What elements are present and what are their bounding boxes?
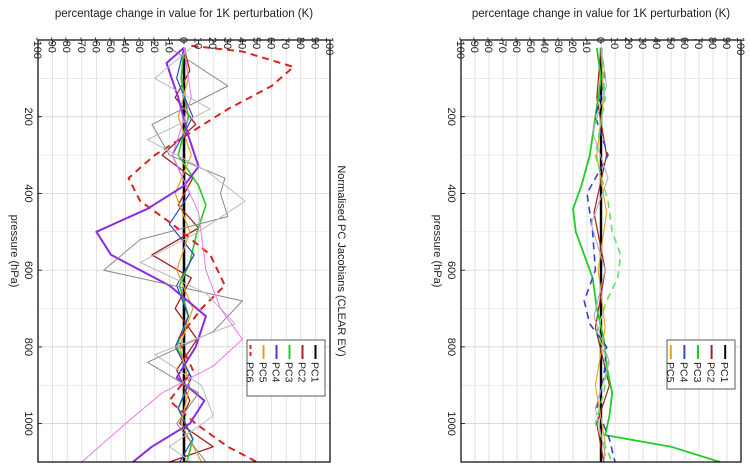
legend-label-pc1: PC1	[718, 362, 730, 383]
x-tick-label: 50	[250, 37, 262, 49]
legend-label-pc5: PC5	[257, 362, 269, 383]
x-tick-label: -40	[119, 37, 131, 53]
chart-left: -100 -90 -80 -70 -60 -50 -40 -30 -20 -10 0 10 20 30 40…	[8, 8, 347, 463]
y-tick-labels: 200 400 600 800 1000	[22, 108, 42, 436]
series-line-6	[95, 46, 207, 463]
x-tick-label: -50	[104, 37, 116, 53]
y-tick-label: 200	[445, 108, 457, 126]
x-tick-label: -90	[468, 37, 480, 53]
x-tick-label: -100	[31, 37, 43, 59]
x-tick-label: -20	[148, 37, 160, 53]
x-tick-label: 40	[650, 37, 662, 49]
x-tick-label: -80	[482, 37, 494, 53]
x-tick-label: 50	[664, 37, 676, 49]
legend-label-pc2: PC2	[296, 362, 308, 383]
x-tick-label: 60	[265, 37, 277, 49]
x-tick-label: -30	[133, 37, 145, 53]
x-tick-label: 100	[323, 37, 335, 55]
x-tick-label: -30	[552, 37, 564, 53]
x-tick-label: 10	[608, 37, 620, 49]
legend-label-pc4: PC4	[677, 362, 689, 383]
legend-label-pc1: PC1	[309, 362, 321, 383]
series-line-8	[139, 47, 246, 463]
y-tick-labels: 200 400 600 800 1000	[445, 108, 465, 436]
x-tick-label: -10	[580, 37, 592, 53]
y-tick-label: 600	[22, 261, 34, 279]
x-tick-label: -80	[60, 37, 72, 53]
y-axis-label: pressure (hPa)	[8, 215, 20, 288]
legend-label-pc3: PC3	[283, 362, 295, 383]
y-tick-label: 800	[22, 338, 34, 356]
x-tick-label: -50	[524, 37, 536, 53]
chart-right: -100 -90 -80 -70 -60 -50 -40 -30 -20 -10 0 10 20 30 40…	[431, 8, 746, 463]
y-tick-label: 1000	[22, 411, 34, 435]
legend-box	[666, 339, 736, 390]
x-tick-label: -100	[454, 37, 466, 59]
series-line-pc4	[168, 47, 195, 463]
x-tick-label: 20	[206, 37, 218, 49]
series-line-pc5	[594, 47, 608, 463]
x-tick-labels: -100 -90 -80 -70 -60 -50 -40 -30 -20 -10 0 10 20 30 40…	[454, 37, 746, 59]
x-tick-label: -90	[46, 37, 58, 53]
x-tick-label: 90	[308, 37, 320, 49]
x-tick-label: 20	[622, 37, 634, 49]
x-tick-labels: -100 -90 -80 -70 -60 -50 -40 -30 -20 -10 0 10 20 30 40…	[31, 37, 335, 59]
y-tick-label: 200	[22, 108, 34, 126]
x-tick-label: -40	[538, 37, 550, 53]
x-tick-label: 30	[636, 37, 648, 49]
series-group	[81, 44, 295, 463]
x-tick-label: 0	[594, 37, 606, 43]
x-tick-label: -60	[89, 37, 101, 53]
x-tick-label: -10	[162, 37, 174, 53]
x-tick-label: 0	[177, 37, 189, 43]
y-tick-label: 1000	[445, 411, 457, 435]
x-tick-label: 70	[279, 37, 291, 49]
chart-title: percentage change in value for 1K pertur…	[472, 8, 730, 20]
x-tick-label: 80	[294, 37, 306, 49]
y-tick-label: 800	[445, 338, 457, 356]
x-tick-label: 60	[678, 37, 690, 49]
legend-box	[246, 339, 326, 397]
series-line-7	[103, 47, 243, 463]
side-label: Normalised PC Jacobians (CLEAR EV)	[335, 165, 347, 356]
x-tick-label: 80	[706, 37, 718, 49]
legend-label-pc2: PC2	[705, 362, 717, 383]
legend-label-pc3: PC3	[691, 362, 703, 383]
series-group	[572, 47, 721, 463]
y-axis-label: pressure (hPa)	[431, 215, 443, 288]
x-tick-label: -70	[496, 37, 508, 53]
series-line-9	[81, 47, 243, 463]
x-tick-label: -60	[510, 37, 522, 53]
chart-title: percentage change in value for 1K pertur…	[55, 8, 313, 20]
legend-label-pc4: PC4	[270, 362, 282, 383]
x-tick-label: 70	[692, 37, 704, 49]
y-tick-label: 400	[22, 184, 34, 202]
x-tick-label: -70	[75, 37, 87, 53]
x-tick-label: 100	[734, 37, 746, 55]
series-line-5	[594, 47, 622, 463]
legend-label-pc6: PC6	[244, 362, 256, 383]
series-line-pc6	[127, 44, 295, 463]
series-line-6	[590, 47, 610, 463]
x-tick-label: 10	[192, 37, 204, 49]
x-tick-label: -20	[566, 37, 578, 53]
x-tick-label: 30	[221, 37, 233, 49]
y-tick-label: 400	[445, 184, 457, 202]
series-line-pc5	[174, 47, 203, 463]
x-tick-label: 40	[235, 37, 247, 49]
y-tick-label: 600	[445, 261, 457, 279]
x-tick-label: 90	[720, 37, 732, 49]
legend-label-pc5: PC5	[664, 362, 676, 383]
